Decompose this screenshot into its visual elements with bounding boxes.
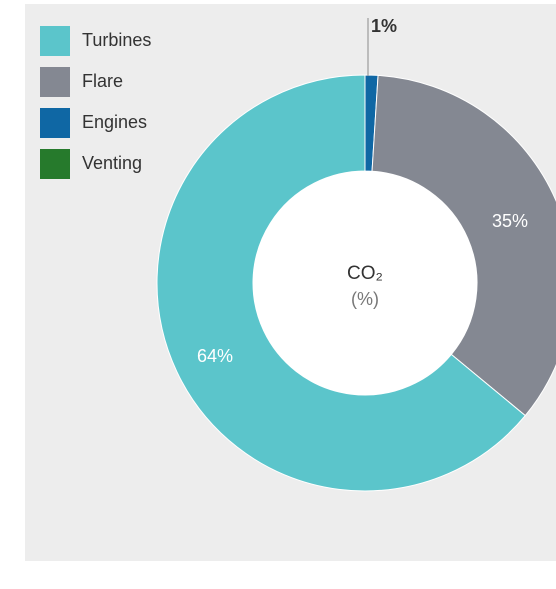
legend-label-engines: Engines	[82, 112, 148, 132]
donut-slices	[156, 74, 556, 492]
slice-label-turbines: 64%	[197, 346, 233, 366]
legend-swatch-engines	[40, 107, 70, 138]
donut-hole	[253, 171, 477, 395]
legend-label-turbines: Turbines	[82, 30, 152, 50]
legend-swatch-turbines	[40, 25, 70, 56]
legend-swatch-flare	[40, 66, 70, 97]
slice-label-flare: 35%	[492, 211, 528, 231]
legend-swatch-venting	[40, 148, 70, 179]
donut-chart: 1% 35% 64% CO₂ (%)	[156, 16, 556, 492]
legend-label-venting: Venting	[82, 153, 143, 173]
chart-panel: Turbines Flare Engines Venting 1% 35% 64…	[25, 4, 556, 561]
center-title: CO₂	[347, 263, 383, 284]
slice-label-engines: 1%	[371, 16, 397, 36]
center-sublabel: (%)	[351, 289, 379, 309]
legend-label-flare: Flare	[82, 71, 124, 91]
legend-item-venting: Venting	[40, 143, 151, 184]
legend-item-engines: Engines	[40, 102, 151, 143]
chart-legend: Turbines Flare Engines Venting	[40, 20, 151, 184]
legend-item-turbines: Turbines	[40, 20, 151, 61]
legend-item-flare: Flare	[40, 61, 151, 102]
